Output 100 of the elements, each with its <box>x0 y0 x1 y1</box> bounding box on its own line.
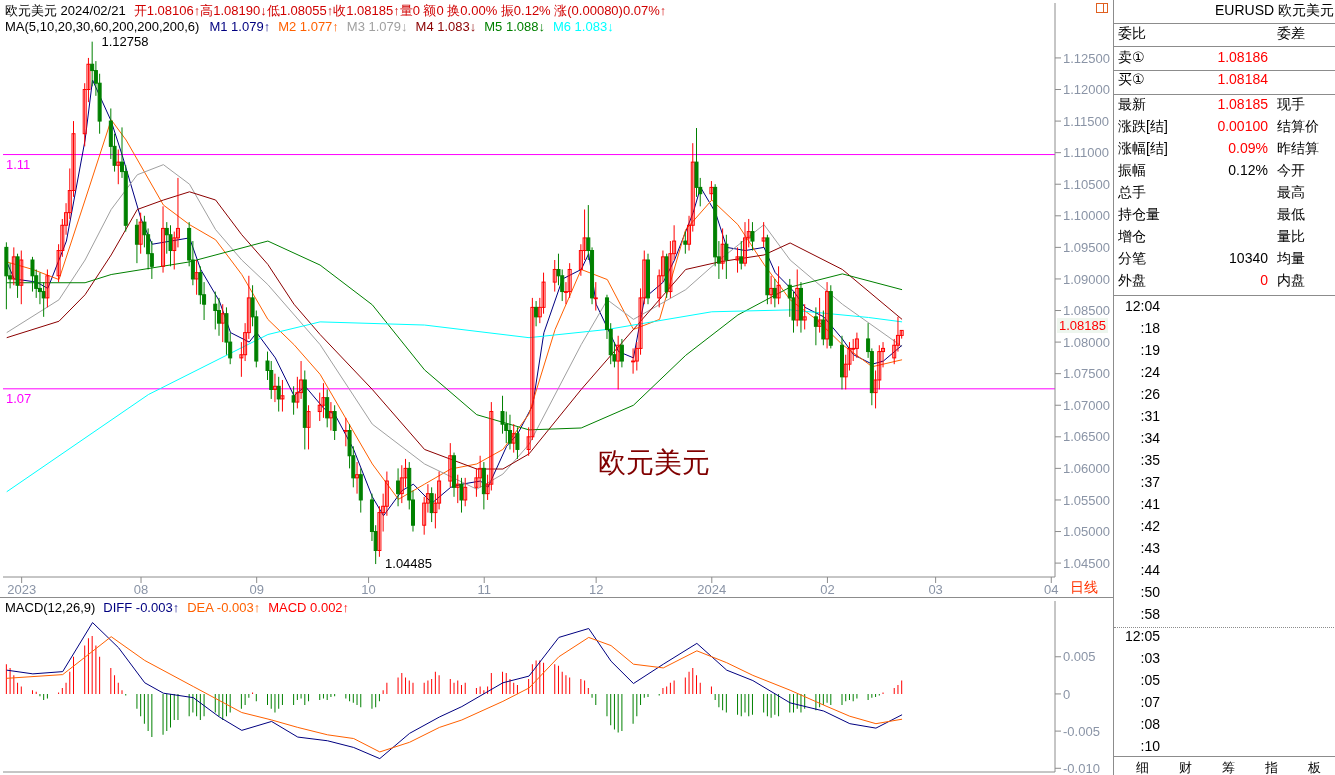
text: 筹 <box>1220 759 1236 775</box>
text: :34 <box>1140 430 1160 446</box>
candlestick <box>325 388 330 428</box>
text: :35 <box>1140 452 1160 468</box>
candlestick <box>769 275 774 305</box>
candlestick <box>724 234 729 280</box>
annotation: 1.04485 <box>385 556 433 572</box>
candlestick <box>511 423 516 454</box>
candlestick <box>619 338 624 368</box>
text: :18 <box>1140 320 1160 336</box>
text: 最低 <box>1277 206 1305 224</box>
candlestick <box>761 221 766 248</box>
y-tick-label: 1.12500 <box>1063 50 1110 66</box>
y-tick-label: 1.05000 <box>1063 524 1110 540</box>
candlestick <box>272 373 277 403</box>
candlestick <box>795 268 800 327</box>
text: 12:05 <box>1124 628 1160 644</box>
candlestick <box>116 149 121 185</box>
text: :31 <box>1140 408 1160 424</box>
series-label: DIFF -0.003↑ <box>103 600 180 615</box>
y-tick-label: 1.09000 <box>1063 271 1110 287</box>
y-tick-label: 1.10000 <box>1063 208 1110 224</box>
text: 涨幅[结] <box>1118 140 1168 158</box>
candlestick <box>463 477 468 507</box>
text: 今开 <box>1277 162 1305 180</box>
text: 1.08185 <box>1217 96 1268 112</box>
text: 最高 <box>1277 184 1305 202</box>
candlestick <box>448 442 453 488</box>
text: :03 <box>1140 650 1160 666</box>
chart-title: MACD(12,26,9) <box>5 600 96 615</box>
line-series <box>6 622 903 760</box>
candlestick <box>429 486 434 523</box>
ref-line-label: 1.07 <box>6 390 32 406</box>
y-tick-label: 1.06500 <box>1063 429 1110 445</box>
text: 日线 <box>1070 579 1098 597</box>
y-tick-label: 0.005 <box>1063 649 1096 665</box>
chart-subtitle: 开1.08106↑高1.08190↓低1.08055↑收1.08185↑量0 额0 换0.00% 振0.12% 涨(0.00080)0.07%↑ <box>133 3 667 18</box>
candlestick <box>631 347 636 375</box>
x-tick-label: 2023 <box>7 582 37 598</box>
text: :37 <box>1140 474 1160 490</box>
text: 0.12% <box>1228 162 1268 178</box>
text: 结算价 <box>1277 118 1319 136</box>
chart-title: 欧元美元 2024/02/21 <box>5 3 126 18</box>
text: 持仓量 <box>1118 206 1160 224</box>
text: 振幅 <box>1118 162 1146 180</box>
text: M3 1.079↓ <box>346 19 408 34</box>
text: 细 <box>1134 759 1150 775</box>
x-tick-label: 2024 <box>697 582 727 598</box>
y-tick-label: 1.10500 <box>1063 176 1110 192</box>
text: 总手 <box>1118 184 1146 202</box>
candlestick <box>776 265 781 305</box>
candlestick <box>396 467 401 507</box>
text: 分笔 <box>1118 250 1146 268</box>
text: :19 <box>1140 342 1160 358</box>
text: :42 <box>1140 518 1160 534</box>
annotation: 1.12758 <box>101 33 149 49</box>
candlestick <box>720 227 725 270</box>
text: M5 1.088↓ <box>484 19 545 34</box>
text: 0 <box>1260 272 1268 288</box>
text: 均量 <box>1277 250 1305 268</box>
candlestick <box>735 246 740 274</box>
y-tick-label: 1.07000 <box>1063 397 1110 413</box>
text: :08 <box>1140 716 1160 732</box>
text: :44 <box>1140 562 1160 578</box>
text: M6 1.083↓ <box>552 19 614 34</box>
x-tick-label: 12 <box>588 582 604 598</box>
candlestick <box>220 303 225 343</box>
candlestick <box>11 246 16 286</box>
text: 1.08186 <box>1217 49 1268 65</box>
text: 委比 <box>1118 25 1146 43</box>
text: M4 1.083↓ <box>415 19 477 34</box>
x-tick-label: 08 <box>133 582 149 598</box>
y-tick-label: 1.09500 <box>1063 239 1110 255</box>
text: :07 <box>1140 694 1160 710</box>
candlestick <box>616 335 621 390</box>
text: 指 <box>1263 759 1279 775</box>
text: 0.09% <box>1228 140 1268 156</box>
x-tick-label: 09 <box>249 582 264 598</box>
text: :41 <box>1140 496 1160 512</box>
candlestick <box>750 221 755 252</box>
candlestick <box>683 231 688 255</box>
text: 财 <box>1177 759 1193 775</box>
candlestick <box>817 297 822 334</box>
y-tick-label: 1.08000 <box>1063 334 1110 350</box>
text: 现手 <box>1277 96 1305 114</box>
text: 1.08184 <box>1217 71 1268 87</box>
x-tick-label: 11 <box>477 582 491 598</box>
text: :05 <box>1140 672 1160 688</box>
annotation: 欧元美元 <box>598 446 710 480</box>
text: 量比 <box>1277 228 1305 246</box>
candlestick <box>328 401 333 431</box>
candlestick <box>739 240 744 270</box>
text: 12:04 <box>1124 298 1160 314</box>
text: 10340 <box>1229 250 1268 266</box>
text: MACD 0.002↑ <box>268 600 350 615</box>
candlestick <box>134 218 139 264</box>
candlestick <box>709 180 714 201</box>
y-tick-label: 1.08500 <box>1063 303 1110 319</box>
y-tick-label: 1.12000 <box>1063 82 1110 98</box>
text: 0.00100 <box>1217 118 1268 134</box>
